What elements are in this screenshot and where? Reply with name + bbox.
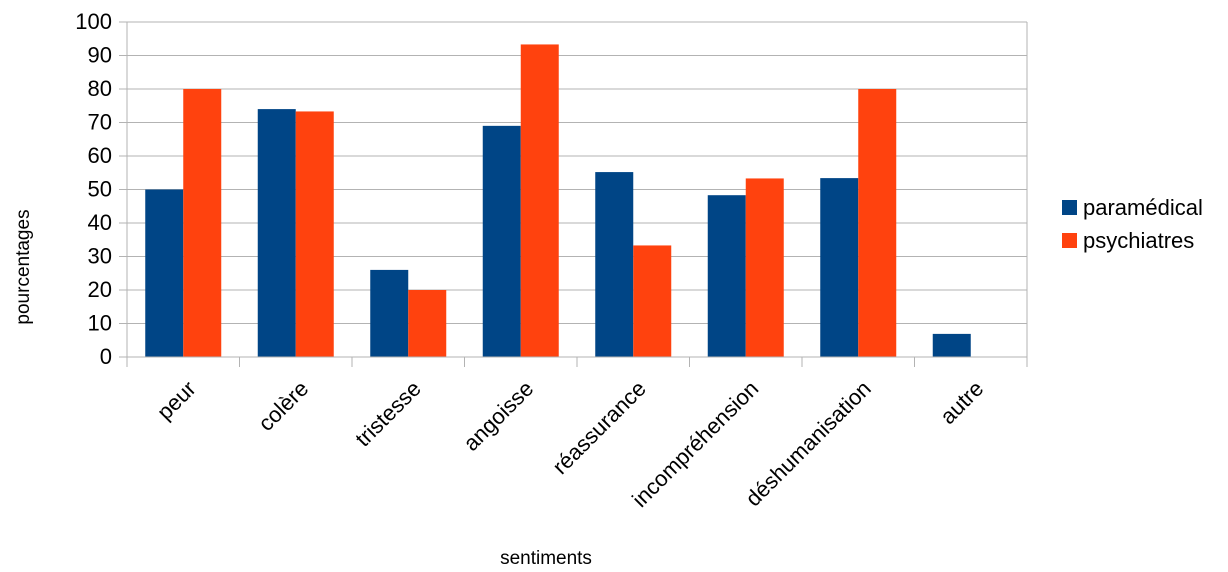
y-tick-label: 50 (88, 177, 112, 202)
bar-psychiatres-déshumanisation (858, 89, 897, 357)
x-axis-ticks: peur colère tristesse angoisse réassurancein… (152, 376, 988, 512)
bar-paramédical-angoisse (482, 125, 521, 357)
bars (145, 44, 971, 357)
y-axis-label: pourcentages (13, 209, 34, 324)
y-tick-label: 10 (88, 311, 112, 336)
legend-swatch (1062, 233, 1077, 248)
legend: paramédical psychiatres (1062, 195, 1203, 253)
x-tick-label: colère (253, 376, 313, 436)
axes (126, 22, 1028, 367)
bar-psychiatres-réassurance (633, 245, 672, 357)
bar-psychiatres-incompréhension (745, 178, 784, 357)
legend-label: paramédical (1083, 195, 1203, 220)
bar-psychiatres-colère (295, 111, 334, 357)
bar-paramédical-colère (257, 109, 296, 357)
bar-paramédical-incompréhension (707, 195, 746, 357)
y-tick-label: 20 (88, 277, 112, 302)
x-tick-label: déshumanisation (740, 376, 875, 511)
y-axis-ticks: 0 10 20 30 40 50 60 70 80 90 100 (75, 9, 112, 369)
x-tick-label: peur (152, 376, 201, 425)
y-tick-label: 90 (88, 43, 112, 68)
y-tick-label: 0 (100, 344, 112, 369)
y-tick-label: 30 (88, 244, 112, 269)
bar-psychiatres-tristesse (408, 290, 447, 357)
y-tick-label: 80 (88, 76, 112, 101)
x-tick-label: réassurance (547, 376, 650, 479)
bar-psychiatres-angoisse (520, 44, 559, 357)
bar-paramédical-tristesse (370, 269, 409, 357)
legend-label: psychiatres (1083, 228, 1194, 253)
y-tick-label: 70 (88, 110, 112, 135)
bar-paramédical-peur (145, 189, 184, 357)
bar-psychiatres-peur (183, 89, 222, 357)
x-tick-label: autre (935, 376, 988, 429)
bar-paramédical-déshumanisation (820, 178, 859, 357)
y-tick-label: 60 (88, 143, 112, 168)
x-tick-label: angoisse (458, 376, 538, 456)
x-tick-label: tristesse (350, 376, 426, 452)
y-tick-label: 40 (88, 210, 112, 235)
y-tick-label: 100 (75, 9, 112, 34)
x-axis-label: sentiments (500, 548, 592, 569)
bar-paramédical-réassurance (595, 172, 634, 357)
bar-paramédical-autre (932, 333, 971, 357)
legend-swatch (1062, 200, 1077, 215)
